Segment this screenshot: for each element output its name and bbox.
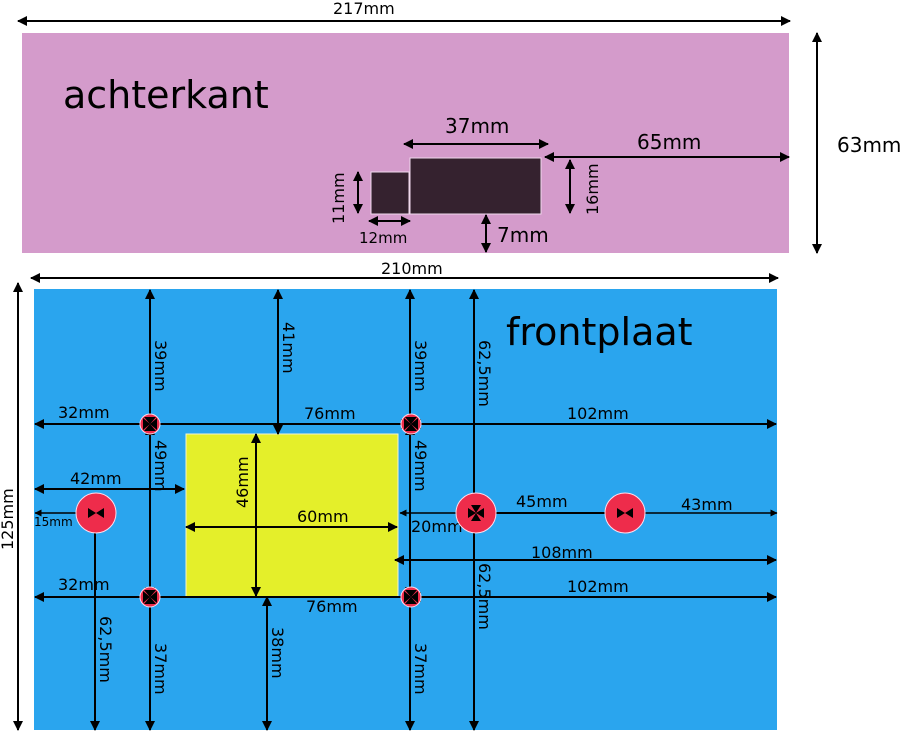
front-panel-group: frontplaat 210mm 125mm 39mm 41mm 39mm 62…	[0, 259, 779, 731]
dim-45-label: 45mm	[516, 492, 568, 511]
dim-20-label: 20mm	[411, 517, 463, 536]
dim-37-left-label: 37mm	[151, 643, 170, 695]
front-height-label: 125mm	[0, 488, 17, 550]
dim-62-5-left-label: 62,5mm	[96, 616, 115, 683]
dim-46-label: 46mm	[233, 456, 252, 508]
cutout-large-height-label: 16mm	[583, 163, 602, 215]
front-width-label: 210mm	[381, 259, 443, 278]
back-width-label: 217mm	[333, 0, 395, 18]
front-panel	[34, 289, 777, 730]
dim-62-5-bottom-label: 62,5mm	[475, 563, 494, 630]
dim-108-label: 108mm	[531, 543, 593, 562]
usb-cutout-small	[370, 171, 410, 215]
front-panel-title: frontplaat	[506, 310, 693, 354]
dim-62-5-top-label: 62,5mm	[475, 340, 494, 407]
display-cutout	[185, 433, 399, 598]
dim-43-label: 43mm	[681, 495, 733, 514]
hole-mount-top-right	[400, 413, 422, 435]
cutout-small-height-label: 11mm	[329, 172, 348, 224]
dim-39-left-label: 39mm	[151, 340, 170, 392]
bottom-offset-label: 7mm	[497, 223, 549, 247]
right-offset-label: 65mm	[637, 130, 701, 154]
dim-32-top-label: 32mm	[58, 403, 110, 422]
dim-41-label: 41mm	[279, 322, 298, 374]
dim-60-label: 60mm	[297, 507, 349, 526]
dim-49-right-label: 49mm	[411, 440, 430, 492]
back-panel-group: achterkant 217mm 63mm 37mm 65mm 16mm 11m…	[17, 0, 901, 254]
hole-left-large	[75, 492, 117, 534]
dim-76-bottom-label: 76mm	[306, 597, 358, 616]
dim-39-right-label: 39mm	[411, 340, 430, 392]
dim-42-label: 42mm	[70, 469, 122, 488]
hole-right-large	[604, 492, 646, 534]
dim-32-bottom-label: 32mm	[58, 575, 110, 594]
dim-102-bottom-label: 102mm	[567, 577, 629, 596]
back-height-label: 63mm	[837, 133, 901, 157]
back-panel-title: achterkant	[63, 73, 269, 117]
dim-38-label: 38mm	[268, 627, 287, 679]
cutout-large-width-label: 37mm	[445, 114, 509, 138]
hole-center-large	[455, 492, 497, 534]
dim-76-top-label: 76mm	[304, 404, 356, 423]
hole-mount-top-left	[139, 413, 161, 435]
hole-mount-bottom-left	[139, 586, 161, 608]
dim-37-right-label: 37mm	[411, 643, 430, 695]
dim-49-left-label: 49mm	[151, 440, 170, 492]
dim-15-label: 15mm	[34, 515, 73, 529]
dim-102-top-label: 102mm	[567, 404, 629, 423]
cutout-small-width-label: 12mm	[359, 229, 407, 247]
hole-mount-bottom-right	[400, 586, 422, 608]
power-cutout-large	[409, 157, 542, 215]
